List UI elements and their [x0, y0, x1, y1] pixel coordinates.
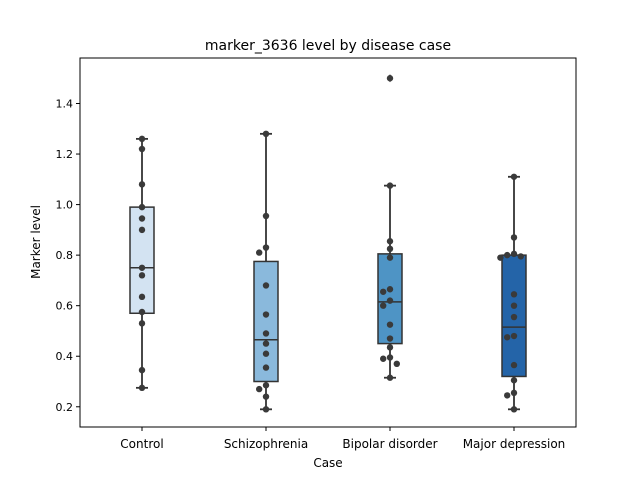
data-point: [510, 234, 518, 241]
data-point: [262, 130, 270, 138]
data-point: [510, 389, 518, 397]
y-axis-label: Marker level: [29, 205, 43, 279]
data-point: [262, 340, 270, 347]
data-point: [380, 302, 387, 309]
data-point: [262, 330, 270, 337]
data-point: [138, 293, 146, 301]
data-point: [510, 173, 518, 180]
x-tick-label: Major depression: [463, 437, 566, 451]
data-point: [138, 135, 146, 143]
y-tick-label: 1.4: [56, 97, 74, 110]
data-point: [510, 377, 518, 384]
data-point: [138, 226, 146, 234]
data-point: [138, 181, 146, 188]
data-point: [517, 253, 524, 260]
data-point: [138, 215, 146, 222]
plot-area: [129, 74, 527, 413]
data-point: [386, 344, 394, 351]
y-tick-label: 0.6: [56, 300, 74, 313]
data-point: [510, 332, 518, 340]
data-point: [380, 288, 387, 295]
data-point: [504, 251, 511, 259]
data-point: [386, 182, 394, 189]
data-point: [262, 311, 270, 318]
y-tick-label: 1.2: [56, 148, 74, 161]
box-group-0: [129, 137, 155, 389]
data-point: [510, 250, 518, 258]
data-point: [386, 286, 394, 293]
data-point: [138, 366, 146, 374]
data-point: [386, 75, 394, 82]
y-tick-label: 0.8: [56, 249, 74, 262]
data-point: [510, 302, 518, 309]
data-point: [262, 364, 270, 371]
data-point: [380, 355, 387, 362]
data-point: [504, 334, 511, 341]
data-point: [262, 382, 270, 389]
data-point: [386, 245, 394, 253]
data-point: [262, 244, 270, 251]
data-point: [262, 393, 270, 400]
y-tick-label: 0.4: [56, 350, 74, 363]
y-tick-label: 1.0: [56, 199, 74, 212]
data-point: [510, 291, 518, 298]
data-point: [497, 254, 504, 261]
data-point: [393, 360, 400, 368]
x-axis-label: Case: [313, 456, 342, 470]
data-point: [262, 282, 270, 289]
box-group-2: [377, 74, 403, 379]
data-point: [510, 361, 518, 369]
x-tick-label: Bipolar disorder: [342, 437, 437, 451]
box-group-1: [253, 132, 279, 411]
data-point: [138, 320, 146, 327]
data-point: [262, 350, 270, 357]
x-tick-label: Schizophrenia: [224, 437, 308, 451]
data-point: [386, 238, 394, 245]
data-point: [386, 254, 394, 261]
chart-title: marker_3636 level by disease case: [205, 38, 451, 54]
data-point: [386, 321, 394, 328]
data-point: [138, 272, 146, 279]
data-point: [256, 385, 263, 393]
data-point: [138, 264, 146, 271]
box-iqr: [253, 260, 279, 383]
y-axis: 0.2 0.4 0.6 0.8 1.0 1.2 1.4: [56, 97, 80, 414]
data-point: [262, 212, 270, 220]
data-point: [138, 308, 146, 316]
data-point: [138, 203, 146, 211]
data-point: [262, 406, 270, 413]
data-point: [386, 374, 394, 381]
data-point: [386, 335, 394, 342]
plot-frame: [79, 57, 577, 428]
data-point: [510, 406, 518, 413]
x-axis: Control Schizophrenia Bipolar disorder Majo…: [120, 427, 565, 451]
data-point: [504, 392, 511, 399]
x-tick-label: Control: [120, 437, 163, 451]
data-point: [510, 313, 518, 321]
data-point: [386, 297, 394, 304]
y-tick-label: 0.2: [56, 401, 74, 414]
data-point: [138, 384, 146, 392]
data-point: [138, 145, 146, 153]
data-point: [256, 249, 263, 256]
data-point: [386, 354, 394, 361]
